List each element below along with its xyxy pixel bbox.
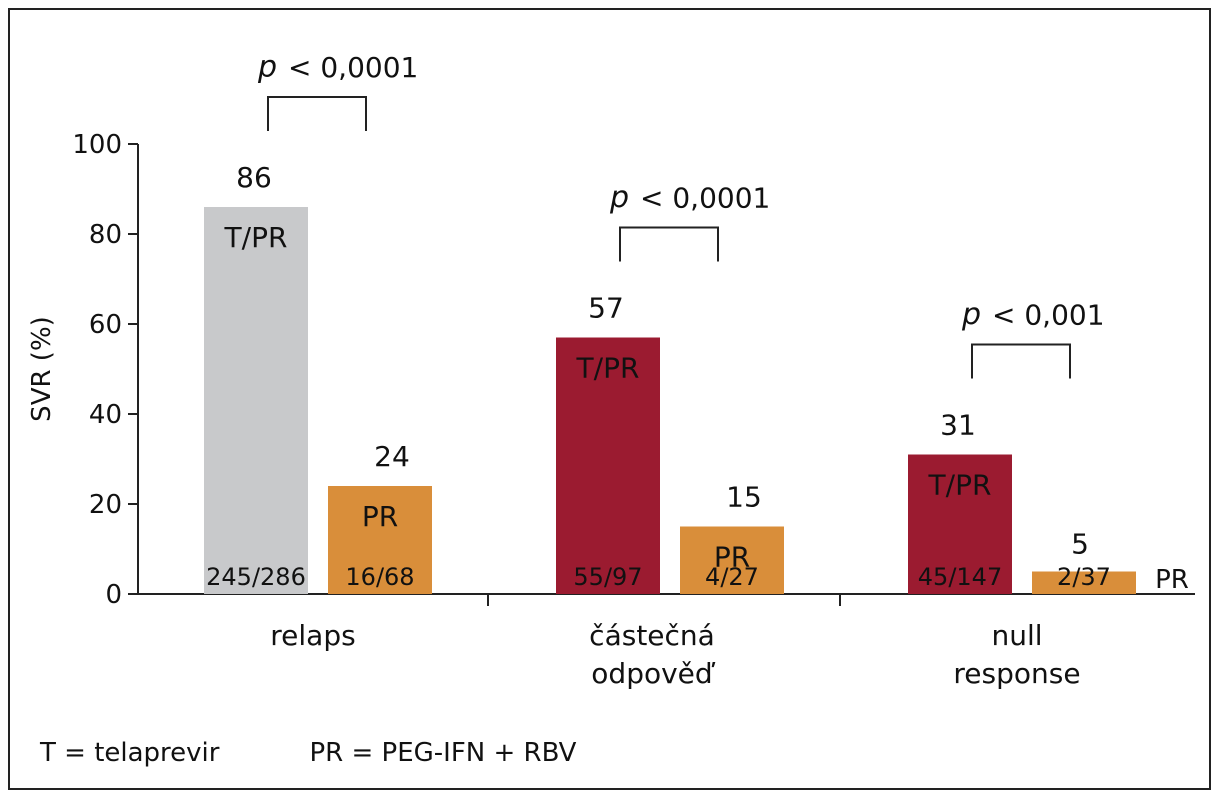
- p-value-label: < 0,0001: [288, 51, 418, 84]
- bar-value-label: 57: [588, 292, 624, 325]
- bar-count-label: 16/68: [345, 563, 414, 591]
- x-category-label: částečná: [589, 619, 715, 652]
- bar-pr: [1032, 571, 1136, 594]
- y-tick-label: 20: [89, 490, 122, 520]
- y-tick-label: 40: [89, 400, 122, 430]
- bar-value-label: 86: [236, 161, 272, 194]
- x-category-label: odpověď: [591, 657, 716, 690]
- bar-count-label: 2/37: [1057, 563, 1111, 591]
- bar-count-label: 55/97: [573, 563, 642, 591]
- legend: T = telaprevir PR = PEG-IFN + RBV: [40, 738, 576, 768]
- bar-value-label: 31: [940, 409, 976, 442]
- x-category-label: null: [991, 619, 1042, 652]
- p-symbol: p: [609, 181, 629, 216]
- y-tick-label: 100: [72, 130, 122, 160]
- y-tick-label: 60: [89, 310, 122, 340]
- bar-count-label: 245/286: [206, 563, 306, 591]
- p-bracket: [971, 343, 1071, 379]
- bar-series-label: T/PR: [224, 221, 288, 254]
- bar-series-label: PR: [714, 541, 750, 574]
- p-bracket: [619, 226, 719, 262]
- bar-series-label: PR: [362, 500, 398, 533]
- bar-pr: [680, 526, 784, 594]
- y-tick-label: 80: [89, 220, 122, 250]
- bar-tpr: [556, 337, 660, 594]
- legend-peg-ifn-rbv: PR = PEG-IFN + RBV: [309, 738, 577, 768]
- y-tick-label: 0: [105, 580, 122, 610]
- y-axis-label: SVR (%): [27, 316, 57, 422]
- bar-tpr: [204, 207, 308, 594]
- bar-tpr: [908, 454, 1012, 594]
- p-symbol: p: [257, 50, 277, 85]
- x-category-label: relaps: [270, 619, 355, 652]
- legend-telaprevir: T = telaprevir: [40, 738, 220, 768]
- p-bracket: [267, 96, 367, 131]
- bar-value-label: 24: [374, 440, 410, 473]
- p-value-label: < 0,0001: [640, 182, 770, 215]
- chart-frame: [8, 8, 1211, 790]
- x-category-label: response: [953, 657, 1080, 690]
- bar-value-label: 15: [726, 481, 762, 514]
- p-symbol: p: [961, 298, 981, 333]
- p-value-label: < 0,001: [992, 299, 1105, 332]
- bar-value-label: 5: [1071, 528, 1089, 561]
- bar-count-label: 45/147: [918, 563, 1002, 591]
- bar-count-label: 4/27: [705, 563, 759, 591]
- bar-series-label: T/PR: [928, 469, 992, 502]
- bar-series-label: T/PR: [576, 352, 640, 385]
- bar-pr: [328, 486, 432, 594]
- bar-series-label: PR: [1155, 565, 1189, 595]
